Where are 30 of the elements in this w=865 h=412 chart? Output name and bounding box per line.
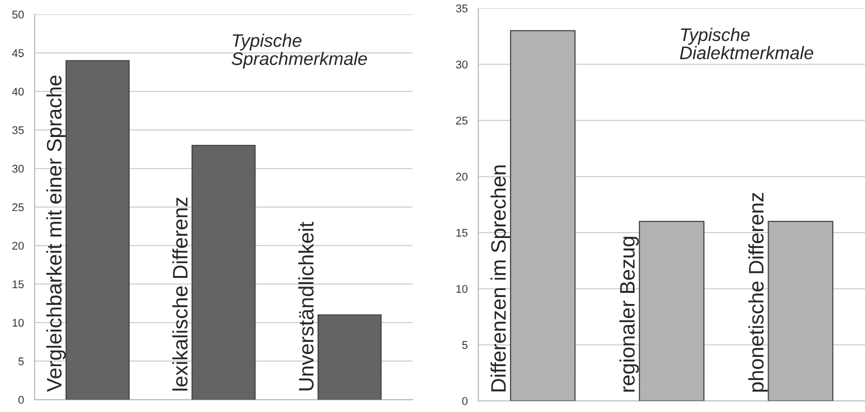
text: Typische Dialektmerkmale <box>680 28 814 60</box>
y-tick-label: 15 <box>456 228 468 237</box>
bar <box>66 60 130 400</box>
y-tick-label: 5 <box>462 341 468 349</box>
y-tick-label: 45 <box>12 49 24 58</box>
text: Typische Sprachmerkmale <box>232 34 367 69</box>
y-tick-label: 15 <box>12 280 24 288</box>
y-tick-label: 0 <box>18 396 24 404</box>
y-tick-label: 35 <box>456 4 468 12</box>
bar <box>192 144 256 400</box>
y-tick-label: 30 <box>12 164 24 173</box>
bar <box>318 314 382 400</box>
x-tick-label: Differenzen im Sprechen <box>490 165 510 392</box>
x-tick-label: lexikalische Differenz <box>172 198 188 391</box>
y-tick-label: 40 <box>12 88 24 96</box>
y-tick-label: 20 <box>12 242 24 250</box>
y-tick-label: 35 <box>12 126 24 134</box>
x-tick-label: Vergleichbarkeit mit einer Sprache <box>46 76 66 392</box>
y-tick-label: 25 <box>456 116 468 125</box>
y-tick-label: 20 <box>456 172 468 181</box>
x-tick-label: phonetische Differenz <box>748 192 768 392</box>
y-tick-label: 5 <box>18 358 24 366</box>
y-tick-label: 30 <box>456 60 468 68</box>
y-tick-label: 10 <box>456 284 468 293</box>
y-tick-label: 25 <box>12 203 24 212</box>
x-tick-label: regionaler Bezug <box>619 236 639 392</box>
y-tick-label: 50 <box>12 10 24 19</box>
y-tick-label: 10 <box>12 318 24 327</box>
y-tick-label: 0 <box>462 397 468 406</box>
x-tick-label: Unverständlichkeit <box>298 222 314 390</box>
